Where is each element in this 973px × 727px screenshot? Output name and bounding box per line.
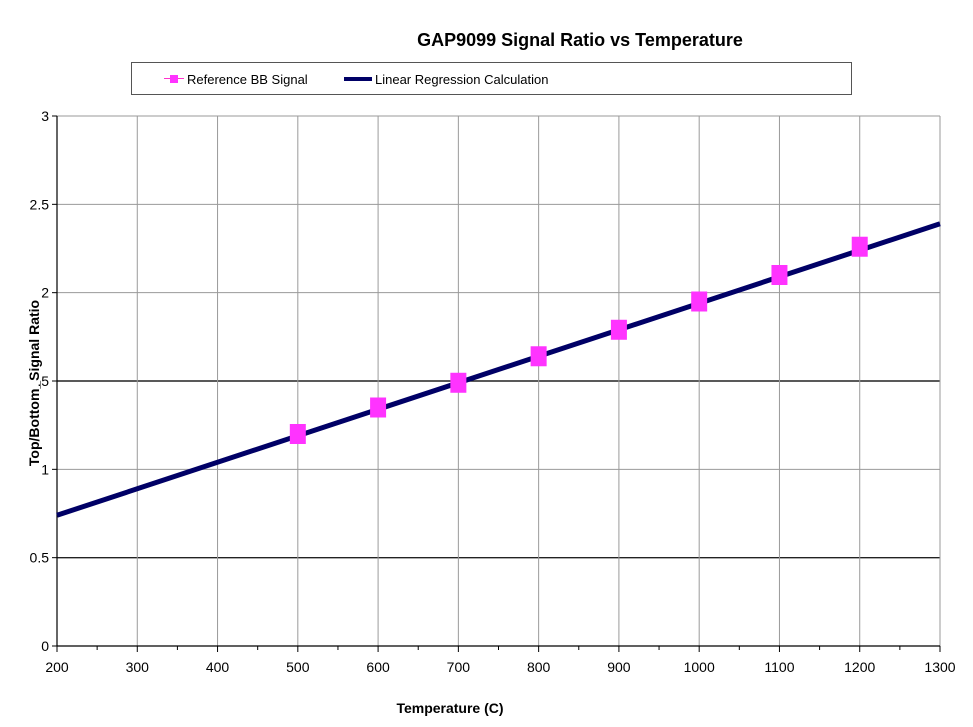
y-axis-label: Top/Bottom_Signal Ratio: [26, 299, 42, 467]
legend-item-reference: Reference BB Signal: [164, 71, 308, 87]
y-tick-label: 2.5: [30, 196, 50, 212]
legend-item-regression: Linear Regression Calculation: [344, 71, 548, 87]
y-tick-label: 2: [41, 285, 49, 301]
x-tick-label: 1200: [844, 659, 875, 675]
y-tick-label: 1: [41, 461, 49, 477]
regression-line: [56, 221, 941, 518]
x-tick-label: 1100: [764, 659, 794, 675]
data-point-marker: [610, 319, 627, 340]
x-tick-label: 800: [527, 659, 551, 675]
y-tick-label: 0: [41, 638, 49, 654]
legend-label-reference: Reference BB Signal: [187, 71, 308, 87]
data-point-marker: [851, 236, 868, 257]
x-tick-label: 500: [286, 659, 310, 675]
y-tick-label: .5: [37, 373, 49, 389]
x-tick-label: 700: [447, 659, 471, 675]
x-tick-label: 300: [126, 659, 150, 675]
y-tick-label: 3: [41, 108, 49, 124]
data-point-marker: [450, 372, 467, 393]
data-point-marker: [771, 265, 788, 285]
data-point-marker: [289, 424, 306, 444]
data-point-marker: [530, 346, 547, 367]
x-tick-label: 600: [366, 659, 390, 675]
x-axis-label: Temperature (C): [396, 700, 504, 716]
legend-label-regression: Linear Regression Calculation: [375, 71, 549, 87]
chart-title: GAP9099 Signal Ratio vs Temperature: [417, 30, 743, 50]
x-tick-label: 900: [607, 659, 631, 675]
legend-marker-reference: [164, 73, 184, 85]
x-tick-label: 1300: [924, 659, 955, 675]
data-point-marker: [370, 397, 387, 418]
x-tick-label: 200: [45, 659, 69, 675]
x-tick-label: 1000: [684, 659, 715, 675]
legend-line-regression: [344, 77, 372, 81]
x-tick-label: 400: [206, 659, 230, 675]
legend: Reference BB Signal Linear Regression Ca…: [131, 62, 852, 95]
y-tick-label: 0.5: [30, 550, 50, 566]
data-point-marker: [691, 291, 708, 312]
